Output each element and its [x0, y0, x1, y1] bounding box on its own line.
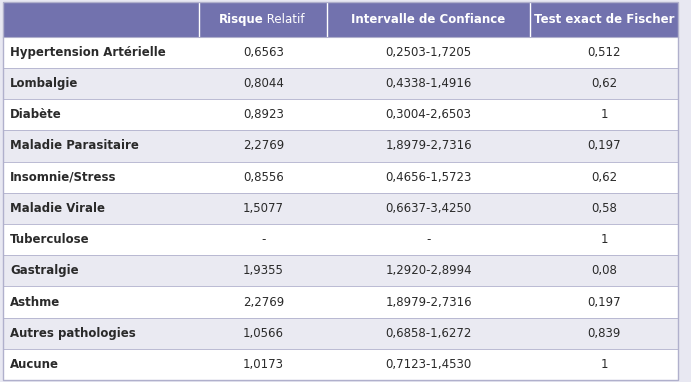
- Bar: [3, 224, 679, 255]
- Text: 0,6563: 0,6563: [243, 46, 284, 59]
- Text: 1,8979-2,7316: 1,8979-2,7316: [386, 139, 472, 152]
- Text: 2,2769: 2,2769: [243, 139, 284, 152]
- Text: 0,58: 0,58: [591, 202, 617, 215]
- Bar: [3, 286, 679, 318]
- Bar: [3, 130, 679, 162]
- Bar: [3, 349, 679, 380]
- Text: Tuberculose: Tuberculose: [10, 233, 90, 246]
- Text: Aucune: Aucune: [10, 358, 59, 371]
- Text: -: -: [426, 233, 430, 246]
- Text: Lombalgie: Lombalgie: [10, 77, 79, 90]
- Text: Insomnie/Stress: Insomnie/Stress: [10, 171, 117, 184]
- Text: 0,7123-1,4530: 0,7123-1,4530: [386, 358, 472, 371]
- Text: 0,8044: 0,8044: [243, 77, 284, 90]
- Text: Intervalle de Confiance: Intervalle de Confiance: [352, 13, 506, 26]
- Bar: [3, 99, 679, 130]
- Bar: [3, 318, 679, 349]
- Text: 0,512: 0,512: [587, 46, 621, 59]
- Text: 0,08: 0,08: [591, 264, 617, 277]
- Text: 0,197: 0,197: [587, 139, 621, 152]
- Text: 1,0173: 1,0173: [243, 358, 284, 371]
- Text: 2,2769: 2,2769: [243, 296, 284, 309]
- Text: 1,0566: 1,0566: [243, 327, 284, 340]
- Text: 0,839: 0,839: [587, 327, 621, 340]
- Text: -: -: [261, 233, 265, 246]
- Text: 0,197: 0,197: [587, 296, 621, 309]
- Text: Gastralgie: Gastralgie: [10, 264, 79, 277]
- Text: 0,4338-1,4916: 0,4338-1,4916: [386, 77, 472, 90]
- Text: 0,6637-3,4250: 0,6637-3,4250: [386, 202, 472, 215]
- Text: 0,3004-2,6503: 0,3004-2,6503: [386, 108, 472, 121]
- Text: 0,62: 0,62: [591, 77, 617, 90]
- Text: 0,2503-1,7205: 0,2503-1,7205: [386, 46, 472, 59]
- Text: 1: 1: [600, 233, 608, 246]
- Text: Hypertension Artérielle: Hypertension Artérielle: [10, 46, 166, 59]
- Text: 0,4656-1,5723: 0,4656-1,5723: [386, 171, 472, 184]
- Text: Test exact de Fischer: Test exact de Fischer: [534, 13, 674, 26]
- Text: 0,8923: 0,8923: [243, 108, 284, 121]
- Text: 1,5077: 1,5077: [243, 202, 284, 215]
- Text: 0,62: 0,62: [591, 171, 617, 184]
- Bar: [3, 2, 679, 37]
- Text: Relatif: Relatif: [263, 13, 305, 26]
- Text: Risque: Risque: [218, 13, 263, 26]
- Bar: [3, 193, 679, 224]
- Text: 0,8556: 0,8556: [243, 171, 283, 184]
- Text: Maladie Virale: Maladie Virale: [10, 202, 105, 215]
- Bar: [3, 255, 679, 286]
- Text: Autres pathologies: Autres pathologies: [10, 327, 136, 340]
- Text: 1,8979-2,7316: 1,8979-2,7316: [386, 296, 472, 309]
- Text: 1,9355: 1,9355: [243, 264, 284, 277]
- Text: Maladie Parasitaire: Maladie Parasitaire: [10, 139, 139, 152]
- Text: Diabète: Diabète: [10, 108, 62, 121]
- Text: 1: 1: [600, 108, 608, 121]
- Bar: [3, 37, 679, 68]
- Bar: [3, 162, 679, 193]
- Text: 1,2920-2,8994: 1,2920-2,8994: [386, 264, 472, 277]
- Text: Asthme: Asthme: [10, 296, 61, 309]
- Text: 0,6858-1,6272: 0,6858-1,6272: [386, 327, 472, 340]
- Bar: [3, 68, 679, 99]
- Text: 1: 1: [600, 358, 608, 371]
